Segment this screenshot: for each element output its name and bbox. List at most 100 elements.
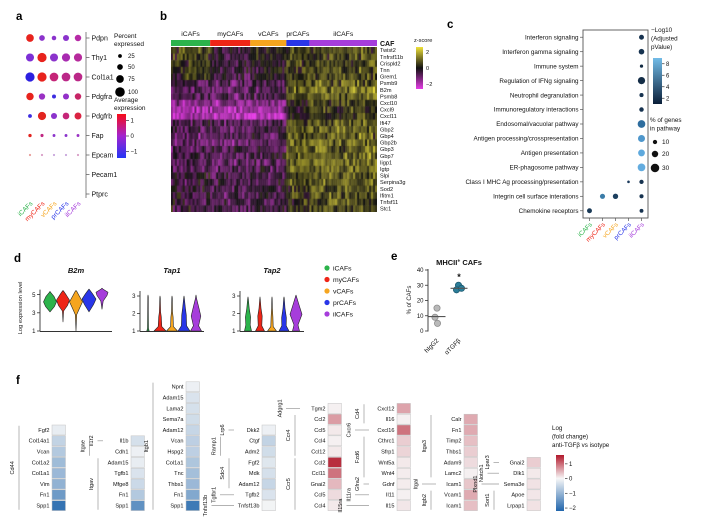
svg-text:anti-TGFβ vs isotype: anti-TGFβ vs isotype bbox=[552, 442, 610, 449]
svg-text:Il15: Il15 bbox=[385, 504, 394, 510]
svg-text:expression: expression bbox=[114, 105, 146, 112]
svg-text:1: 1 bbox=[132, 329, 136, 335]
svg-text:Dkk2: Dkk2 bbox=[247, 428, 260, 434]
svg-text:0: 0 bbox=[420, 329, 424, 335]
svg-text:Pecam1: Pecam1 bbox=[92, 172, 118, 179]
svg-text:100: 100 bbox=[128, 90, 139, 96]
panel-a-label: a bbox=[16, 11, 23, 23]
svg-text:Itgal: Itgal bbox=[414, 479, 420, 490]
svg-text:Gfra2: Gfra2 bbox=[355, 477, 361, 491]
svg-text:Mdk: Mdk bbox=[249, 471, 260, 477]
svg-text:Vcan: Vcan bbox=[37, 450, 50, 456]
panel-c-label: c bbox=[447, 19, 454, 31]
svg-text:Lrpap1: Lrpap1 bbox=[507, 504, 524, 510]
svg-text:Pdpn: Pdpn bbox=[92, 35, 108, 42]
svg-text:Sort1: Sort1 bbox=[485, 494, 491, 507]
svg-text:8: 8 bbox=[666, 62, 670, 68]
svg-text:Plxnd1: Plxnd1 bbox=[473, 475, 479, 492]
svg-text:Il11ra: Il11ra bbox=[347, 487, 353, 501]
svg-text:Adam12: Adam12 bbox=[239, 482, 260, 488]
svg-text:prCAFs: prCAFs bbox=[333, 300, 357, 307]
svg-text:−Log10: −Log10 bbox=[651, 27, 673, 34]
svg-text:prCAFs: prCAFs bbox=[286, 31, 310, 38]
svg-text:Serpina3g: Serpina3g bbox=[380, 180, 406, 186]
svg-text:Mfge8: Mfge8 bbox=[113, 482, 129, 488]
svg-text:Sod2: Sod2 bbox=[380, 187, 393, 193]
svg-text:Ccr4: Ccr4 bbox=[286, 429, 292, 441]
svg-text:Adam15: Adam15 bbox=[108, 460, 129, 466]
svg-text:Spp1: Spp1 bbox=[36, 504, 49, 510]
svg-text:Itgav: Itgav bbox=[89, 478, 95, 490]
svg-text:Pdgfrb: Pdgfrb bbox=[92, 113, 113, 120]
svg-text:Lamc2: Lamc2 bbox=[445, 471, 462, 477]
svg-text:−1: −1 bbox=[569, 491, 577, 497]
svg-text:2: 2 bbox=[426, 50, 429, 56]
svg-text:Ifi47: Ifi47 bbox=[380, 121, 391, 127]
svg-text:Immunoregulatory interactions: Immunoregulatory interactions bbox=[494, 107, 579, 114]
panel-b-heatmap: iCAFs myCAFs vCAFs prCAFs ilCAFsCAFTwist2Tnf… bbox=[171, 31, 432, 213]
svg-text:αTGFβ: αTGFβ bbox=[443, 337, 462, 356]
svg-text:Fap: Fap bbox=[92, 133, 104, 140]
svg-text:Gbp2b: Gbp2b bbox=[380, 141, 397, 147]
svg-text:Vcan: Vcan bbox=[171, 439, 184, 445]
svg-text:Tnfsf13b: Tnfsf13b bbox=[238, 504, 260, 510]
svg-text:Thbs1: Thbs1 bbox=[446, 450, 462, 456]
svg-text:Gbp4: Gbp4 bbox=[380, 134, 394, 140]
panel-f-legend: Log (fold change)anti-TGFβ vs isotype 1 0 −1… bbox=[552, 425, 610, 512]
svg-text:ilCAFs: ilCAFs bbox=[333, 311, 354, 318]
svg-text:−1: −1 bbox=[131, 149, 139, 155]
svg-text:Gnai2: Gnai2 bbox=[510, 460, 525, 466]
svg-text:Interferon signaling: Interferon signaling bbox=[525, 34, 579, 41]
svg-text:% of CAFs: % of CAFs bbox=[407, 286, 413, 315]
svg-text:Icam1: Icam1 bbox=[446, 504, 461, 510]
svg-text:−2: −2 bbox=[569, 506, 577, 512]
svg-text:Ptprc: Ptprc bbox=[92, 191, 109, 198]
svg-text:Vcam1: Vcam1 bbox=[444, 493, 461, 499]
svg-text:Cxcl12: Cxcl12 bbox=[377, 406, 394, 412]
svg-text:(Adjusted: (Adjusted bbox=[651, 36, 678, 43]
svg-text:2: 2 bbox=[232, 312, 236, 318]
svg-text:Sema3e: Sema3e bbox=[504, 482, 525, 488]
svg-text:Tnfsf13b: Tnfsf13b bbox=[203, 495, 209, 517]
svg-text:Cxcl10: Cxcl10 bbox=[380, 101, 397, 107]
svg-text:3: 3 bbox=[132, 294, 136, 300]
svg-text:Gbp3: Gbp3 bbox=[380, 147, 394, 153]
svg-text:Slpi: Slpi bbox=[380, 174, 389, 180]
svg-text:Ccl12: Ccl12 bbox=[311, 450, 325, 456]
svg-text:Npnt: Npnt bbox=[172, 385, 184, 391]
svg-text:Itga3: Itga3 bbox=[422, 440, 428, 452]
svg-text:Icam1: Icam1 bbox=[446, 482, 461, 488]
svg-text:Tgfb2: Tgfb2 bbox=[245, 493, 259, 499]
svg-text:Tnn: Tnn bbox=[380, 68, 390, 74]
svg-text:Thbs1: Thbs1 bbox=[168, 482, 184, 488]
svg-text:hIgG2: hIgG2 bbox=[423, 337, 440, 354]
svg-text:Hspg2: Hspg2 bbox=[167, 450, 183, 456]
svg-text:Ctgf: Ctgf bbox=[249, 439, 260, 445]
svg-text:Ccl5: Ccl5 bbox=[314, 428, 325, 434]
svg-text:Adam12: Adam12 bbox=[163, 428, 184, 434]
svg-text:1: 1 bbox=[131, 119, 135, 125]
svg-text:iCAFs: iCAFs bbox=[181, 31, 200, 38]
svg-text:Spp1: Spp1 bbox=[170, 504, 183, 510]
svg-text:expressed: expressed bbox=[114, 41, 144, 48]
svg-text:Log: Log bbox=[552, 425, 563, 432]
svg-text:Wnt5a: Wnt5a bbox=[378, 460, 395, 466]
svg-text:Tnfsf11: Tnfsf11 bbox=[380, 200, 398, 206]
svg-text:Gbp2: Gbp2 bbox=[380, 127, 394, 133]
svg-text:Lpar3: Lpar3 bbox=[485, 455, 491, 469]
svg-text:Dlk1: Dlk1 bbox=[513, 471, 524, 477]
svg-text:Log expression level: Log expression level bbox=[18, 282, 24, 335]
svg-text:Il11: Il11 bbox=[386, 493, 395, 499]
svg-text:Il1r2: Il1r2 bbox=[89, 435, 95, 446]
caf-zscore-heatmap bbox=[171, 47, 377, 212]
svg-text:Crispld2: Crispld2 bbox=[380, 61, 401, 67]
svg-text:Psmb9: Psmb9 bbox=[380, 81, 397, 87]
svg-text:Lrp6: Lrp6 bbox=[220, 424, 226, 435]
panel-e-scatter: MHCII+ CAFs 40 30 20 10 0 % of CAFs hIgG2 αTGFβ * bbox=[407, 258, 482, 356]
svg-text:Cxcl11: Cxcl11 bbox=[380, 114, 397, 120]
svg-text:Tnfrsf11b: Tnfrsf11b bbox=[380, 55, 403, 61]
svg-text:Ramp1: Ramp1 bbox=[212, 437, 218, 455]
svg-text:Adgrg1: Adgrg1 bbox=[278, 399, 284, 417]
svg-text:4: 4 bbox=[666, 85, 670, 91]
